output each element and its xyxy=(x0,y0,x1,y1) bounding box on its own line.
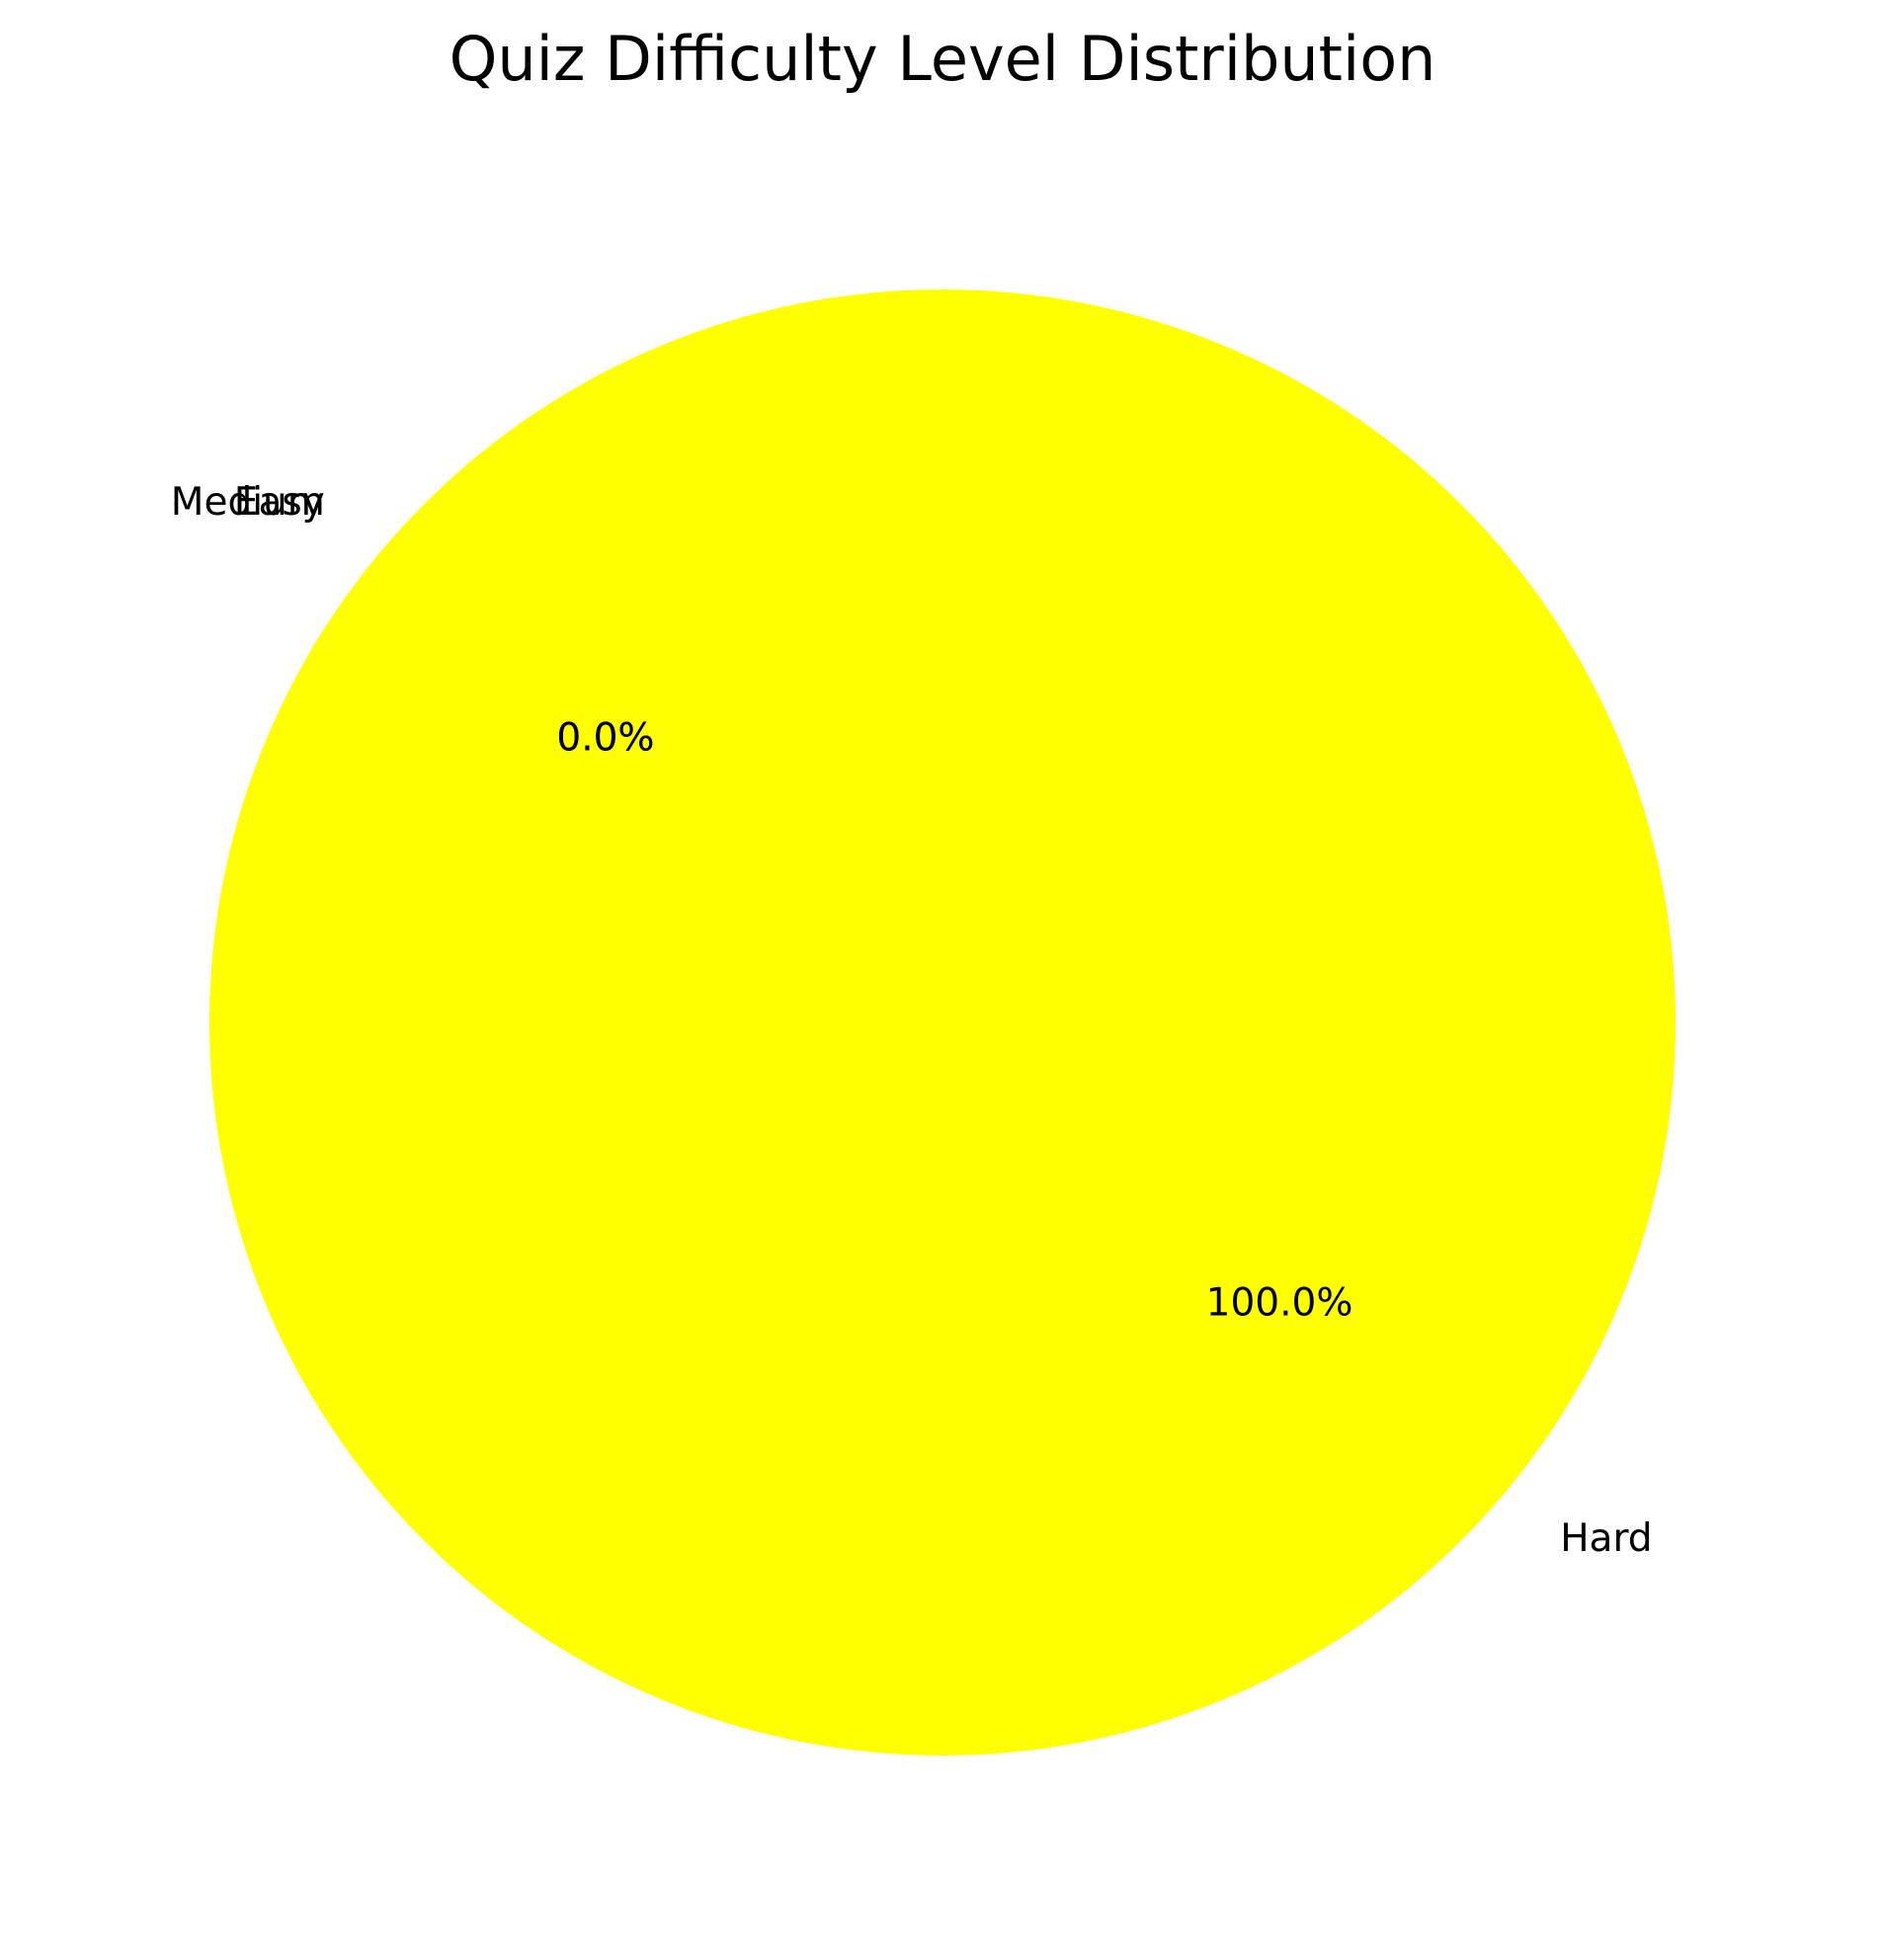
pct-label-easy: 0.0% xyxy=(556,715,654,760)
pct-label-medium: 0.0% xyxy=(556,715,654,760)
pie-slices xyxy=(209,289,1676,1756)
pct-label-hard: 100.0% xyxy=(1206,1281,1353,1326)
slice-label-hard: Hard xyxy=(1560,1516,1652,1561)
slice-label-medium: Medium xyxy=(171,480,325,525)
pie-slice-hard xyxy=(209,289,1676,1756)
slice-label-easy: Easy xyxy=(234,480,325,525)
chart-title: Quiz Difficulty Level Distribution xyxy=(450,23,1436,95)
